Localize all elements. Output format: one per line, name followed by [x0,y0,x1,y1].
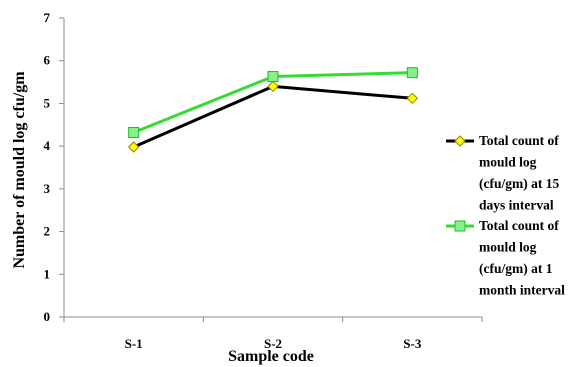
y-axis-title: Number of mould log cfu/gm [11,71,28,269]
series-markers [127,67,419,153]
series-1-point [267,80,279,93]
series-1-point [406,92,419,105]
series-2-point [267,71,279,83]
x-axis-title: Sample code [228,348,314,365]
x-tick-labels: S-1 S-2 S-3 [125,336,422,351]
y-tick-label: 6 [44,53,51,68]
legend-label: Total count of mould log (cfu/gm) at 1 mont… [479,218,565,298]
x-tick-label: S-3 [403,336,422,351]
legend-label: Total count of mould log (cfu/gm) at 15 day… [479,133,559,213]
y-tick-label: 0 [44,309,51,324]
series-2-point [128,126,140,138]
legend-entry-2: Total count of mould log (cfu/gm) at 1 mont… [446,218,565,298]
chart-axes [59,17,483,322]
y-tick-label: 1 [44,266,51,281]
legend-marker [454,220,466,232]
x-tick-label: S-2 [264,336,282,351]
y-tick-label: 3 [44,181,51,196]
legend-entry-1: Total count of mould log (cfu/gm) at 15 day… [446,133,559,213]
y-tick-label: 5 [44,95,51,110]
series-1-point [127,141,140,153]
y-tick-label: 2 [44,224,51,239]
legend-marker [454,135,466,147]
y-tick-label: 4 [44,138,51,153]
y-tick-label: 7 [44,10,51,25]
x-tick-label: S-1 [125,336,143,351]
legend: Total count of mould log (cfu/gm) at 15 day… [446,133,565,298]
y-tick-labels: 0 1 2 3 4 5 6 7 [44,10,51,324]
series-2-point [406,67,418,79]
